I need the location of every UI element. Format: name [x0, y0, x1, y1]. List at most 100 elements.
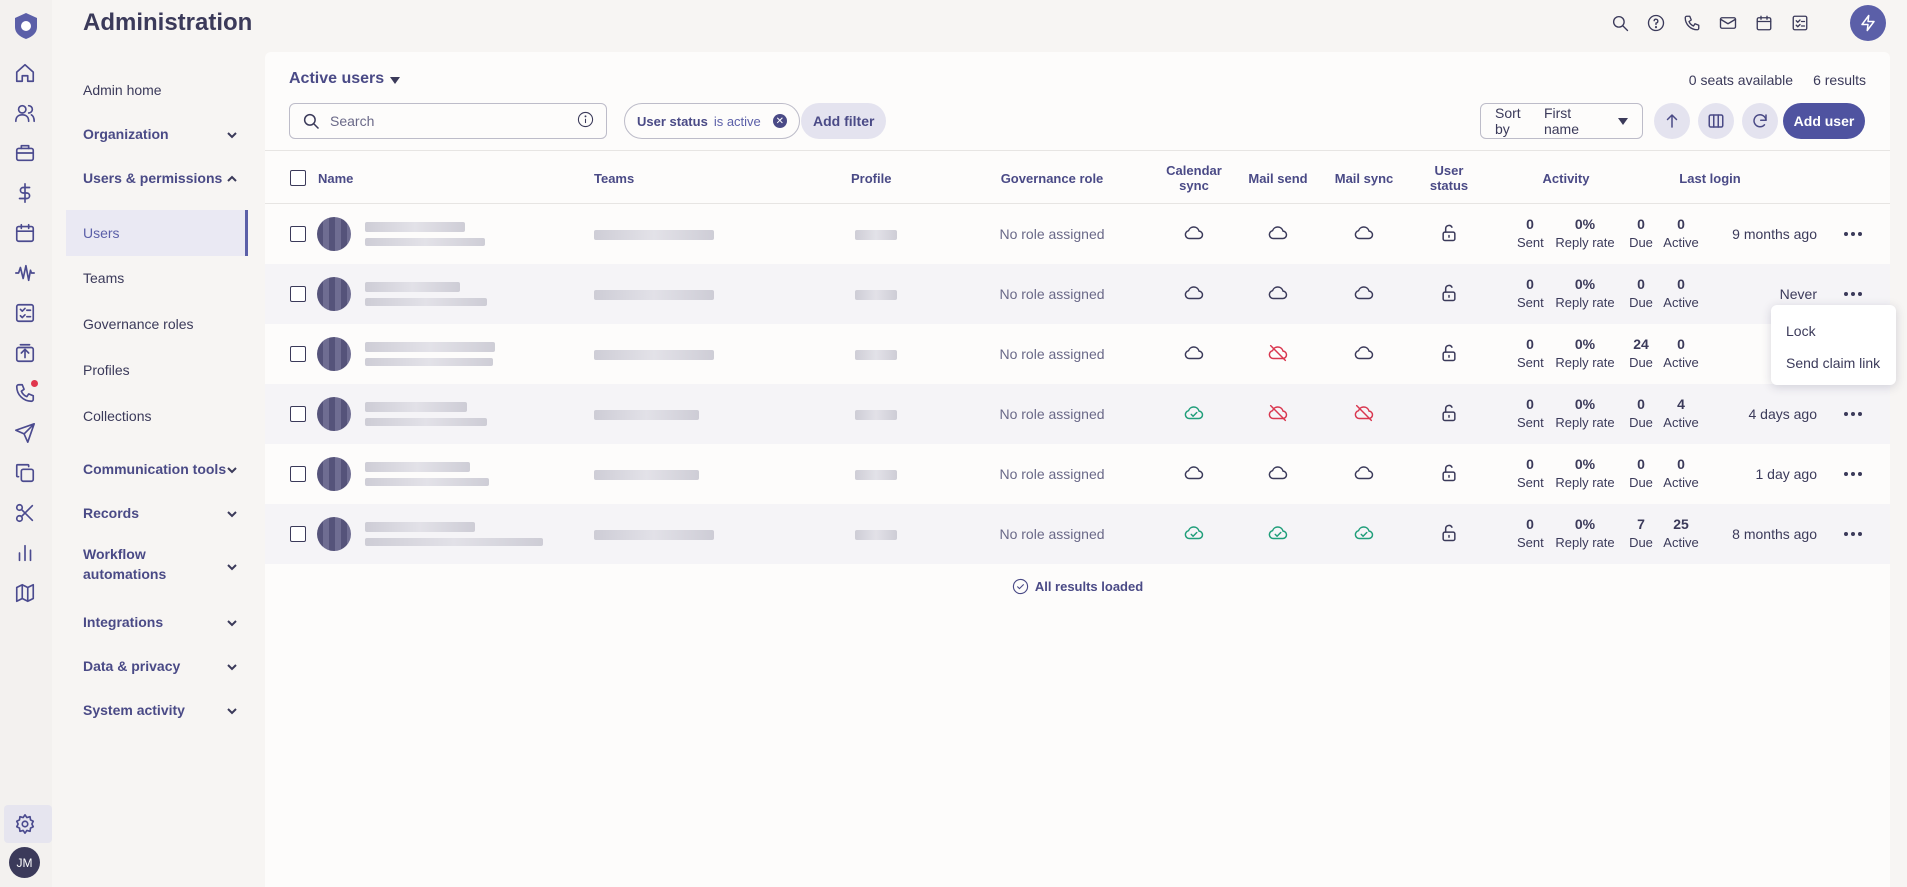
last-login-cell: 4 days ago	[1705, 384, 1818, 444]
bar-chart-icon[interactable]	[12, 540, 38, 566]
map-icon[interactable]	[12, 580, 38, 606]
more-actions-icon[interactable]	[1841, 522, 1865, 546]
row-checkbox[interactable]	[290, 226, 306, 242]
activity-sent: 0 Sent	[1517, 454, 1544, 492]
nav-users[interactable]: Users	[66, 210, 248, 256]
calendar-icon[interactable]	[12, 220, 38, 246]
row-checkbox[interactable]	[290, 466, 306, 482]
more-actions-icon[interactable]	[1841, 462, 1865, 486]
refresh-button[interactable]	[1742, 103, 1778, 139]
user-name-redacted[interactable]	[365, 222, 465, 232]
upload-icon[interactable]	[12, 340, 38, 366]
columns-button[interactable]	[1698, 103, 1734, 139]
waveform-icon[interactable]	[12, 260, 38, 286]
copy-icon[interactable]	[12, 460, 38, 486]
col-calendar-sync[interactable]: Calendar sync	[1166, 163, 1222, 193]
table-row[interactable]: No role assigned 0 Sent 0% Reply rate 24 Du…	[265, 324, 1890, 384]
search-input[interactable]	[330, 113, 567, 129]
due-label: Due	[1629, 355, 1653, 370]
nav-collections[interactable]: Collections	[83, 408, 152, 424]
user-name-redacted[interactable]	[365, 522, 475, 532]
phone-icon[interactable]	[1681, 12, 1703, 34]
col-user-status[interactable]: User status	[1429, 163, 1469, 193]
sort-direction-button[interactable]	[1654, 103, 1690, 139]
col-teams[interactable]: Teams	[594, 170, 635, 186]
user-name-redacted[interactable]	[365, 462, 470, 472]
row-checkbox[interactable]	[290, 406, 306, 422]
bolt-icon[interactable]	[1850, 5, 1886, 41]
user-name-redacted[interactable]	[365, 282, 460, 292]
calendar-icon[interactable]	[1753, 12, 1775, 34]
tasks-icon[interactable]	[12, 300, 38, 326]
table-row[interactable]: No role assigned 0 Sent 0% Reply rate 0 Due…	[265, 384, 1890, 444]
col-governance-role[interactable]: Governance role	[1000, 170, 1104, 186]
nav-governance-roles[interactable]: Governance roles	[83, 316, 194, 332]
user-name-redacted[interactable]	[365, 402, 467, 412]
activity-active: 0 Active	[1659, 334, 1703, 372]
more-actions-icon[interactable]	[1841, 222, 1865, 246]
col-last-login[interactable]: Last login	[1679, 170, 1741, 186]
menu-item-send-claim-link[interactable]: Send claim link	[1786, 355, 1881, 371]
table-row[interactable]: No role assigned 0 Sent 0% Reply rate 0 Due…	[265, 444, 1890, 504]
nav-users-permissions[interactable]: Users & permissions	[66, 158, 248, 198]
row-checkbox[interactable]	[290, 526, 306, 542]
checklist-icon[interactable]	[1789, 12, 1811, 34]
nav-profiles[interactable]: Profiles	[83, 362, 130, 378]
user-avatar[interactable]: JM	[9, 847, 40, 878]
remove-filter-icon[interactable]: ✕	[772, 114, 787, 128]
list-view-selector[interactable]: Active users	[289, 70, 401, 88]
more-actions-icon[interactable]	[1841, 282, 1865, 306]
col-mail-sync[interactable]: Mail sync	[1334, 170, 1394, 186]
nav-workflow-automations[interactable]: Workflow automations	[66, 538, 248, 590]
nav-organization[interactable]: Organization	[66, 114, 248, 154]
user-email-redacted	[365, 238, 485, 246]
add-user-button[interactable]: Add user	[1783, 103, 1865, 139]
info-icon[interactable]	[577, 111, 594, 131]
search-icon[interactable]	[1609, 12, 1631, 34]
briefcase-icon[interactable]	[12, 140, 38, 166]
col-mail-send[interactable]: Mail send	[1248, 170, 1308, 186]
menu-item-lock[interactable]: Lock	[1786, 323, 1816, 339]
dollar-icon[interactable]	[12, 180, 38, 206]
nav-communication-tools[interactable]: Communication tools	[66, 449, 248, 489]
sent-count: 0	[1526, 336, 1534, 352]
help-icon[interactable]	[1645, 12, 1667, 34]
active-label: Active	[1663, 475, 1699, 490]
col-profile[interactable]: Profile	[851, 170, 892, 186]
sent-count: 0	[1526, 396, 1534, 412]
nav-data-privacy[interactable]: Data & privacy	[66, 646, 248, 686]
contacts-icon[interactable]	[12, 100, 38, 126]
nav-teams[interactable]: Teams	[83, 270, 125, 286]
more-actions-icon[interactable]	[1841, 402, 1865, 426]
calendar-sync-cloud-icon	[1183, 342, 1205, 367]
app-logo-icon[interactable]	[12, 12, 40, 40]
profile-redacted	[855, 290, 897, 300]
activity-reply-rate: 0% Reply rate	[1549, 454, 1621, 492]
nav-records[interactable]: Records	[66, 493, 248, 533]
col-activity[interactable]: Activity	[1542, 170, 1590, 186]
select-all-checkbox[interactable]	[290, 170, 306, 186]
row-checkbox[interactable]	[290, 286, 306, 302]
filter-value: is active	[713, 113, 761, 129]
add-filter-button[interactable]: Add filter	[801, 103, 887, 139]
home-icon[interactable]	[12, 60, 38, 86]
nav-admin-home[interactable]: Admin home	[83, 82, 162, 98]
table-row[interactable]: No role assigned 0 Sent 0% Reply rate 7 Due…	[265, 504, 1890, 564]
send-icon[interactable]	[12, 420, 38, 446]
mail-icon[interactable]	[1717, 12, 1739, 34]
phone-icon[interactable]	[12, 380, 38, 406]
scissors-icon[interactable]	[12, 500, 38, 526]
gear-icon[interactable]	[12, 811, 38, 837]
nav-system-activity[interactable]: System activity	[66, 690, 248, 730]
activity-sent: 0 Sent	[1517, 214, 1544, 252]
user-name-redacted[interactable]	[365, 342, 495, 352]
unlock-icon	[1439, 403, 1459, 426]
sort-select[interactable]: Sort by First name	[1480, 103, 1643, 139]
row-checkbox[interactable]	[290, 346, 306, 362]
table-row[interactable]: No role assigned 0 Sent 0% Reply rate 0 Due…	[265, 264, 1890, 324]
filter-chip-user-status[interactable]: User status is active ✕	[624, 103, 800, 139]
col-name[interactable]: Name	[318, 170, 354, 186]
arrow-up-icon	[1666, 114, 1678, 128]
nav-integrations[interactable]: Integrations	[66, 602, 248, 642]
table-row[interactable]: No role assigned 0 Sent 0% Reply rate 0 Due…	[265, 204, 1890, 264]
